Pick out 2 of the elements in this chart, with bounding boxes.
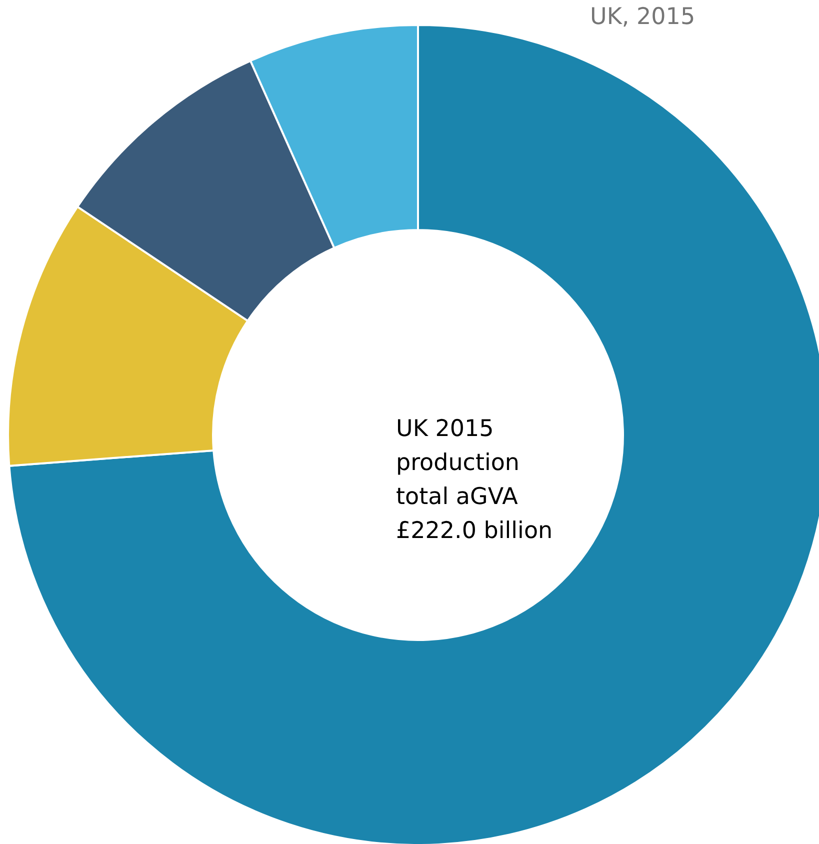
chart-title: UK, 2015 (590, 4, 696, 30)
text: UK 2015 production total aGVA £222.0 billion (396, 416, 553, 544)
